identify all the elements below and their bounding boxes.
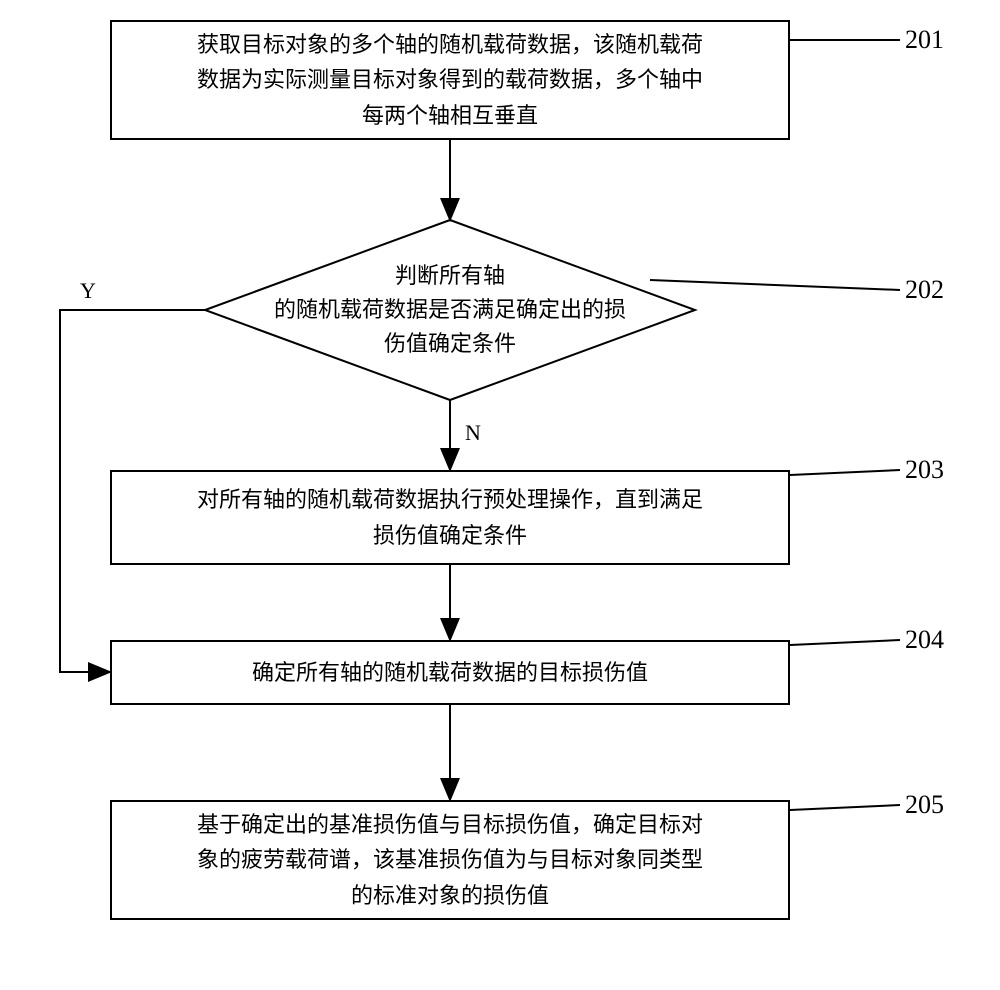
node-text: 确定所有轴的随机载荷数据的目标损伤值: [252, 655, 648, 690]
node-text: 基于确定出的基准损伤值与目标损伤值，确定目标对象的疲劳载荷谱，该基准损伤值为与目…: [197, 807, 703, 913]
edge-label-n: N: [465, 420, 481, 446]
edge-label-y: Y: [80, 278, 96, 304]
flow-node-202: 判断所有轴的随机载荷数据是否满足确定出的损伤值确定条件: [200, 215, 700, 405]
node-text: 对所有轴的随机载荷数据执行预处理操作，直到满足损伤值确定条件: [197, 482, 703, 552]
node-label-204: 204: [905, 625, 944, 655]
node-text: 判断所有轴的随机载荷数据是否满足确定出的损伤值确定条件: [274, 259, 626, 361]
node-label-201: 201: [905, 25, 944, 55]
flow-node-205: 基于确定出的基准损伤值与目标损伤值，确定目标对象的疲劳载荷谱，该基准损伤值为与目…: [110, 800, 790, 920]
node-label-202: 202: [905, 275, 944, 305]
node-label-203: 203: [905, 455, 944, 485]
node-label-205: 205: [905, 790, 944, 820]
flow-node-201: 获取目标对象的多个轴的随机载荷数据，该随机载荷数据为实际测量目标对象得到的载荷数…: [110, 20, 790, 140]
flow-node-204: 确定所有轴的随机载荷数据的目标损伤值: [110, 640, 790, 705]
flow-node-203: 对所有轴的随机载荷数据执行预处理操作，直到满足损伤值确定条件: [110, 470, 790, 565]
node-text: 获取目标对象的多个轴的随机载荷数据，该随机载荷数据为实际测量目标对象得到的载荷数…: [197, 27, 703, 133]
